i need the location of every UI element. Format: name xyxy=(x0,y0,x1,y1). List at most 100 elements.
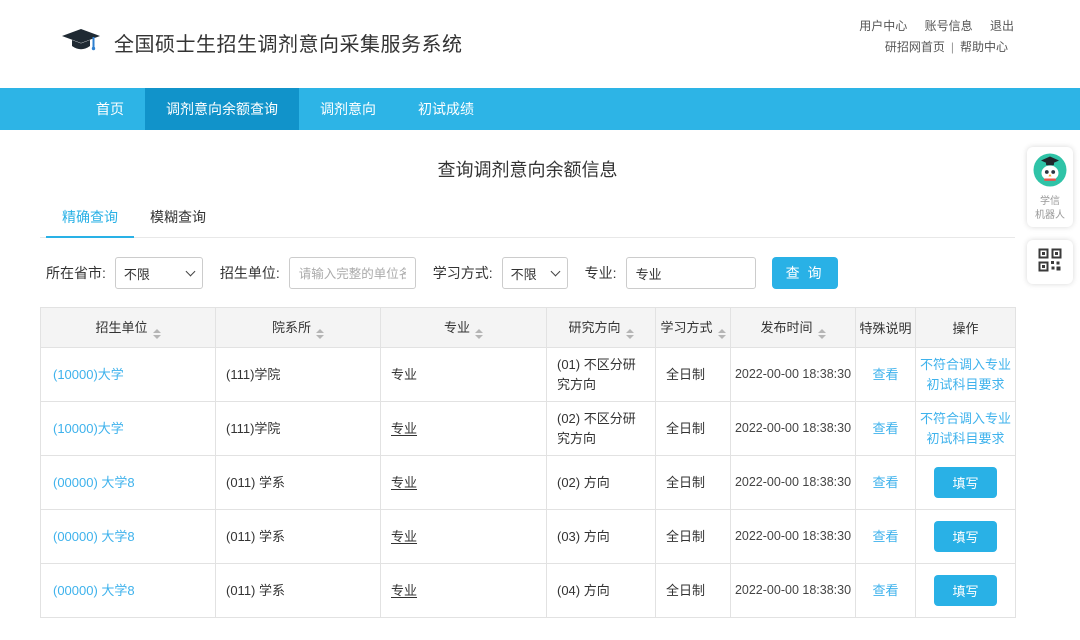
action-cell: 填写 xyxy=(915,455,1016,510)
unit-cell: (00000) 大学8 xyxy=(40,455,216,510)
main-content: 查询调剂意向余额信息 精确查询 模糊查询 所在省市: 不限 招生单位: 学习方式… xyxy=(40,156,1016,618)
major-cell: 专业 xyxy=(380,401,547,456)
chevron-down-icon xyxy=(185,266,196,276)
unit-link[interactable]: (10000)大学 xyxy=(53,420,124,436)
unit-link[interactable]: (10000)大学 xyxy=(53,366,124,382)
fill-button[interactable]: 填写 xyxy=(934,467,997,498)
unit-link[interactable]: (00000) 大学8 xyxy=(53,474,135,490)
column-label: 发布时间 xyxy=(760,319,813,335)
nav-balance-query[interactable]: 调剂意向余额查询 xyxy=(145,88,299,130)
nav-adjust-intention[interactable]: 调剂意向 xyxy=(320,101,376,117)
sort-icon[interactable] xyxy=(817,328,826,339)
nav-initial-scores[interactable]: 初试成绩 xyxy=(418,101,474,117)
special-note-cell: 查看 xyxy=(855,509,916,564)
sort-icon[interactable] xyxy=(475,328,483,339)
table-header-row: 招生单位 院系所 专业 研究方向 学习方式 发布时间 特殊说明 操作 xyxy=(40,307,1016,348)
table-row: (00000) 大学8 (011) 学系 专业 (04) 方向 全日制 2022-00-0… xyxy=(40,563,1016,618)
col-unit[interactable]: 招生单位 xyxy=(40,307,216,348)
action-cell: 填写 xyxy=(915,509,1016,564)
column-label: 学习方式 xyxy=(660,319,713,335)
province-select[interactable]: 不限 xyxy=(114,257,203,289)
tab-exact-query[interactable]: 精确查询 xyxy=(46,198,134,238)
col-department[interactable]: 院系所 xyxy=(215,307,381,348)
publish-time-cell: 2022-00-00 18:38:30 xyxy=(730,509,856,564)
xuexin-robot-widget[interactable]: 学信 机器人 xyxy=(1027,147,1073,227)
study-mode-select[interactable]: 不限 xyxy=(501,257,568,289)
col-study-mode[interactable]: 学习方式 xyxy=(655,307,731,348)
view-link[interactable]: 查看 xyxy=(872,582,899,598)
col-major[interactable]: 专业 xyxy=(380,307,547,348)
department-cell: (111)学院 xyxy=(215,347,381,402)
table-body: (10000)大学 (111)学院 专业 (01) 不区分研究方向 全日制 2022-00… xyxy=(40,347,1016,618)
col-publish-time[interactable]: 发布时间 xyxy=(730,307,856,348)
tab-fuzzy-query[interactable]: 模糊查询 xyxy=(150,209,206,225)
unit-cell: (10000)大学 xyxy=(40,401,216,456)
study-mode-select-value: 不限 xyxy=(510,266,537,282)
page-title: 查询调剂意向余额信息 xyxy=(437,160,618,180)
fill-button[interactable]: 填写 xyxy=(934,521,997,552)
ineligible-note: 不符合调入专业初试科目要求 xyxy=(920,411,1012,446)
province-select-value: 不限 xyxy=(123,266,150,282)
view-link[interactable]: 查看 xyxy=(872,528,899,544)
query-tabs: 精确查询 模糊查询 xyxy=(40,198,1015,238)
unit-link[interactable]: (00000) 大学8 xyxy=(53,582,135,598)
link-user-center[interactable]: 用户中心 xyxy=(859,19,908,33)
major-label: 专业: xyxy=(584,265,617,281)
qr-code-icon xyxy=(1038,248,1062,277)
action-cell: 不符合调入专业初试科目要求 xyxy=(915,401,1016,456)
unit-link[interactable]: (00000) 大学8 xyxy=(53,528,135,544)
search-button[interactable]: 查 询 xyxy=(771,257,838,289)
publish-time-cell: 2022-00-00 18:38:30 xyxy=(730,455,856,510)
table-row: (00000) 大学8 (011) 学系 专业 (03) 方向 全日制 2022-00-0… xyxy=(40,509,1016,564)
column-label: 研究方向 xyxy=(568,319,621,335)
robot-label: 学信 机器人 xyxy=(1035,196,1065,221)
special-note-cell: 查看 xyxy=(855,455,916,510)
table-row: (00000) 大学8 (011) 学系 专业 (02) 方向 全日制 2022-00-0… xyxy=(40,455,1016,510)
view-link[interactable]: 查看 xyxy=(872,366,899,382)
study-mode-cell: 全日制 xyxy=(655,347,731,402)
results-table: 招生单位 院系所 专业 研究方向 学习方式 发布时间 特殊说明 操作 (10000)大学 (11… xyxy=(40,307,1016,618)
sort-icon[interactable] xyxy=(316,328,324,339)
special-note-cell: 查看 xyxy=(855,563,916,618)
separator: | xyxy=(950,40,954,54)
unit-cell: (00000) 大学8 xyxy=(40,563,216,618)
link-account-info[interactable]: 账号信息 xyxy=(924,19,973,33)
nav-home[interactable]: 首页 xyxy=(96,101,124,117)
province-label: 所在省市: xyxy=(46,265,106,281)
main-nav: 首页 调剂意向余额查询 调剂意向 初试成绩 xyxy=(0,88,1080,130)
sort-icon[interactable] xyxy=(717,328,726,339)
view-link[interactable]: 查看 xyxy=(872,420,899,436)
filter-bar: 所在省市: 不限 招生单位: 学习方式: 不限 专业: 查 询 xyxy=(40,257,1015,289)
column-label: 特殊说明 xyxy=(859,321,912,336)
major-cell: 专业 xyxy=(380,563,547,618)
publish-time-cell: 2022-00-00 18:38:30 xyxy=(730,401,856,456)
link-yanzhao-home[interactable]: 研招网首页 xyxy=(884,40,945,54)
major-input[interactable] xyxy=(625,257,756,289)
view-link[interactable]: 查看 xyxy=(872,474,899,490)
major-cell: 专业 xyxy=(380,455,547,510)
study-mode-cell: 全日制 xyxy=(655,455,731,510)
study-mode-label: 学习方式: xyxy=(432,265,493,281)
xuexin-robot-icon xyxy=(1033,153,1067,192)
sort-icon[interactable] xyxy=(625,328,634,339)
chevron-down-icon xyxy=(550,266,561,276)
department-cell: (011) 学系 xyxy=(215,563,381,618)
unit-input[interactable] xyxy=(288,257,416,289)
link-logout[interactable]: 退出 xyxy=(989,19,1014,33)
fill-button[interactable]: 填写 xyxy=(934,575,997,606)
link-help-center[interactable]: 帮助中心 xyxy=(959,40,1008,54)
department-cell: (011) 学系 xyxy=(215,455,381,510)
ineligible-note: 不符合调入专业初试科目要求 xyxy=(920,357,1012,392)
col-actions: 操作 xyxy=(915,307,1016,348)
table-row: (10000)大学 (111)学院 专业 (01) 不区分研究方向 全日制 2022-00… xyxy=(40,347,1016,402)
unit-label: 招生单位: xyxy=(219,265,280,281)
sort-icon[interactable] xyxy=(152,328,161,339)
column-label: 招生单位 xyxy=(95,319,148,335)
study-mode-cell: 全日制 xyxy=(655,401,731,456)
direction-cell: (02) 不区分研究方向 xyxy=(546,401,656,456)
qr-code-widget[interactable] xyxy=(1027,240,1073,284)
col-direction[interactable]: 研究方向 xyxy=(546,307,656,348)
direction-cell: (04) 方向 xyxy=(546,563,656,618)
special-note-cell: 查看 xyxy=(855,347,916,402)
unit-cell: (10000)大学 xyxy=(40,347,216,402)
